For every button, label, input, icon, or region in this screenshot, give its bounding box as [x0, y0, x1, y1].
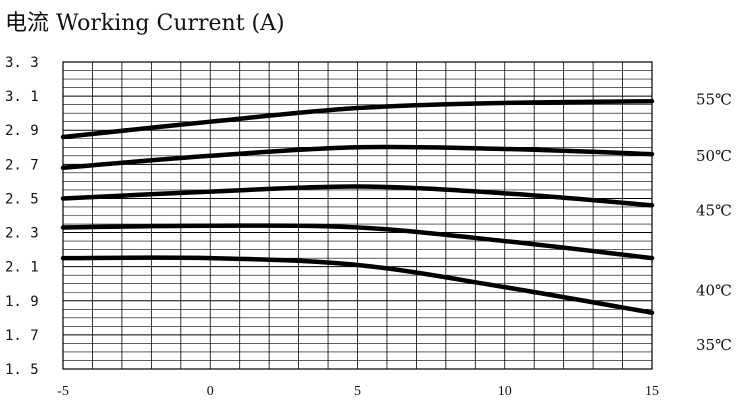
x-tick-label: 10	[498, 384, 512, 399]
y-axis-ticks: 1. 5 1. 7 1. 9 2. 1 2. 3 2. 5 2. 7 2. 9 3. 1 3. 3	[5, 55, 39, 378]
y-tick-label: 2. 5	[5, 191, 39, 207]
series-label: 45℃	[696, 201, 732, 219]
series-label: 35℃	[696, 336, 732, 354]
series-line	[60, 255, 655, 315]
y-tick-label: 2. 7	[5, 157, 39, 173]
y-tick-label: 3. 3	[5, 55, 39, 71]
y-tick-label: 1. 9	[5, 294, 39, 310]
y-tick-label: 2. 9	[5, 123, 39, 139]
grid	[62, 61, 653, 370]
plot-frame	[62, 61, 653, 370]
x-tick-label: 5	[354, 384, 361, 399]
series-lines	[60, 98, 655, 315]
chart-title: 电流 Working Current (A)	[5, 11, 285, 36]
series-label: 55℃	[696, 91, 732, 109]
series-label: 50℃	[696, 147, 732, 165]
series-label: 40℃	[696, 282, 732, 300]
x-axis-ticks: -5 0 5 10 15	[57, 384, 659, 399]
x-tick-label: 0	[207, 384, 214, 399]
x-tick-label: 15	[645, 384, 659, 399]
y-tick-label: 2. 1	[5, 260, 39, 276]
series-line	[60, 184, 655, 208]
y-tick-label: 1. 5	[5, 362, 39, 378]
series-line	[60, 223, 655, 261]
series-labels: 55℃ 50℃ 45℃ 40℃ 35℃	[696, 91, 732, 355]
x-tick-label: -5	[57, 384, 69, 399]
y-tick-label: 1. 7	[5, 328, 39, 344]
series-line	[60, 144, 655, 170]
series-line	[60, 98, 655, 140]
y-tick-label: 2. 3	[5, 226, 39, 242]
y-tick-label: 3. 1	[5, 89, 39, 105]
